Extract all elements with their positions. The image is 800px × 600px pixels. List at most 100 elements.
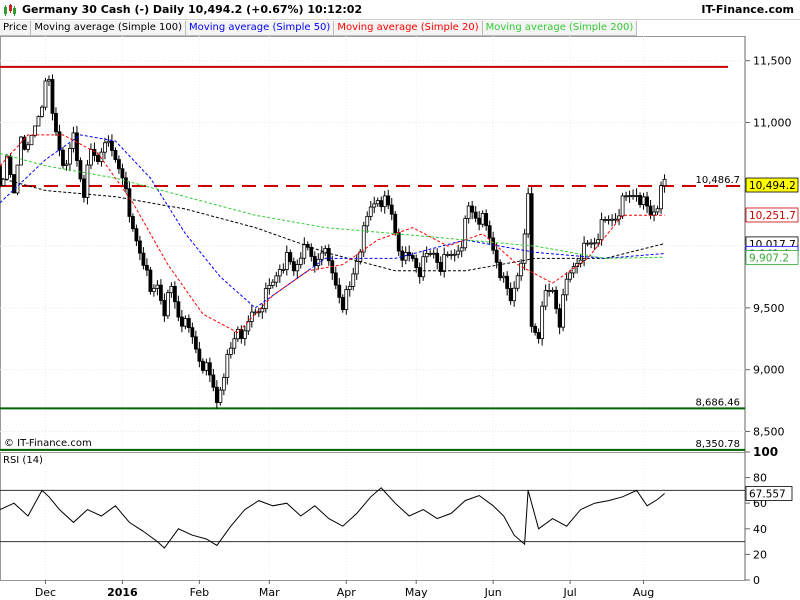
rsi-title: RSI (14) bbox=[3, 455, 43, 466]
price-tick-label: 11,500 bbox=[753, 55, 792, 68]
candle-body bbox=[165, 292, 170, 317]
candle-body bbox=[512, 287, 517, 302]
candle-body bbox=[281, 269, 286, 271]
support-level-label: 8,350.78 bbox=[695, 439, 740, 450]
candle-body bbox=[145, 264, 149, 271]
candle-body bbox=[183, 318, 188, 327]
candle-body bbox=[228, 347, 233, 355]
candle-body bbox=[662, 178, 667, 187]
candle-body bbox=[631, 195, 635, 197]
candle-body bbox=[89, 149, 93, 166]
time-tick-label: Jul bbox=[562, 586, 576, 599]
legend-item-sma20[interactable]: Moving average (Simple 20) bbox=[334, 21, 483, 36]
candle-body bbox=[414, 258, 419, 268]
candle-body bbox=[519, 262, 524, 277]
candle-body bbox=[627, 195, 632, 198]
indicator-legend: Price Moving average (Simple 100) Moving a… bbox=[0, 21, 638, 36]
candle-body bbox=[596, 239, 600, 244]
legend-item-sma50[interactable]: Moving average (Simple 50) bbox=[186, 21, 335, 36]
candle-body bbox=[536, 332, 541, 339]
rsi-line bbox=[0, 487, 665, 549]
rsi-value-tag: 67.557 bbox=[745, 486, 793, 501]
moving-average-line-2 bbox=[0, 134, 665, 334]
copyright-text: © IT-Finance.com bbox=[4, 438, 92, 449]
candle-body bbox=[162, 300, 167, 317]
price-tick-label: 8,500 bbox=[753, 425, 785, 438]
candle-body bbox=[131, 216, 135, 230]
candle-body bbox=[68, 148, 72, 165]
price-candles bbox=[0, 74, 667, 409]
candle-body bbox=[515, 275, 520, 289]
candle-body bbox=[193, 336, 198, 350]
rsi-tick-label: 100 bbox=[753, 445, 778, 459]
candle-body bbox=[263, 288, 268, 310]
candle-body bbox=[400, 250, 405, 261]
price-tag-box bbox=[745, 250, 799, 265]
candle-body bbox=[372, 203, 377, 208]
candle-body bbox=[169, 285, 174, 294]
candle-body bbox=[207, 362, 212, 376]
candle-body bbox=[221, 377, 226, 391]
candle-body bbox=[501, 275, 506, 279]
candle-body bbox=[522, 233, 527, 264]
candle-body bbox=[484, 213, 489, 227]
candle-body bbox=[274, 275, 279, 283]
candle-body bbox=[22, 136, 27, 150]
candle-body bbox=[508, 288, 513, 302]
candle-body bbox=[249, 311, 254, 322]
candle-body bbox=[543, 290, 548, 307]
candle-body bbox=[302, 243, 307, 259]
time-tick-label: Aug bbox=[633, 586, 654, 599]
candlestick-logo-icon bbox=[4, 4, 16, 16]
rsi-tick-label: 0 bbox=[753, 574, 760, 587]
candle-body bbox=[452, 253, 457, 256]
candle-body bbox=[78, 160, 83, 180]
candle-body bbox=[382, 195, 387, 208]
candle-body bbox=[582, 242, 587, 261]
candle-body bbox=[421, 256, 426, 278]
candle-body bbox=[235, 328, 240, 340]
candle-body bbox=[0, 165, 2, 186]
candle-body bbox=[106, 140, 111, 144]
candle-body bbox=[533, 326, 538, 333]
candle-body bbox=[487, 225, 492, 239]
candle-body bbox=[270, 281, 275, 286]
candle-body bbox=[603, 219, 607, 221]
candle-body bbox=[225, 354, 230, 378]
legend-item-sma200[interactable]: Moving average (Simple 200) bbox=[482, 21, 638, 36]
candle-body bbox=[172, 285, 177, 303]
legend-item-price[interactable]: Price bbox=[0, 21, 32, 36]
candle-body bbox=[333, 272, 338, 286]
resistance-level-label: 10,486.7 bbox=[695, 175, 740, 186]
candle-body bbox=[505, 275, 510, 289]
candle-body bbox=[529, 193, 534, 327]
price-tag: 10,494.2 bbox=[745, 177, 799, 193]
brand-label[interactable]: IT-Finance.com bbox=[701, 3, 794, 16]
price-panel-frame bbox=[0, 36, 746, 451]
candle-body bbox=[19, 136, 23, 166]
candle-body bbox=[456, 250, 461, 255]
candle-body bbox=[110, 140, 114, 151]
candle-body bbox=[260, 308, 265, 313]
candle-body bbox=[470, 205, 475, 213]
instrument-title: Germany 30 Cash (-) Daily 10,494.2 (+0.6… bbox=[22, 3, 363, 16]
candle-body bbox=[33, 125, 37, 136]
candle-body bbox=[323, 248, 328, 254]
time-tick-label: Apr bbox=[337, 586, 357, 599]
candle-body bbox=[29, 134, 34, 146]
candle-body bbox=[120, 168, 125, 179]
candle-body bbox=[26, 144, 30, 150]
candle-body bbox=[354, 261, 359, 275]
candle-body bbox=[96, 155, 100, 162]
candle-body bbox=[61, 149, 65, 166]
candle-body bbox=[459, 247, 464, 252]
candle-body bbox=[232, 338, 237, 349]
moving-average-line-3 bbox=[0, 152, 665, 259]
candle-body bbox=[379, 200, 384, 208]
candle-body bbox=[564, 278, 569, 296]
candle-body bbox=[599, 219, 604, 241]
legend-item-sma100[interactable]: Moving average (Simple 100) bbox=[31, 21, 187, 36]
candle-body bbox=[638, 195, 642, 205]
candle-body bbox=[75, 132, 79, 161]
